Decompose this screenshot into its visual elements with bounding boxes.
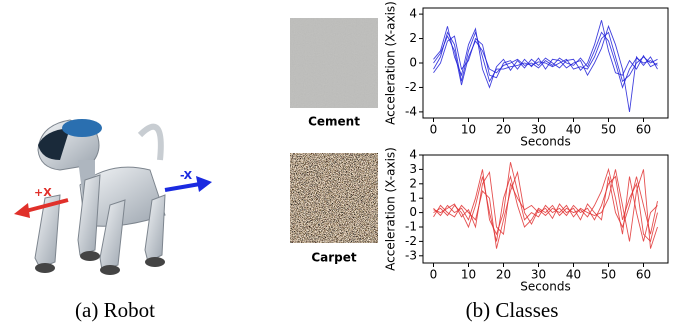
class-label: Carpet	[311, 251, 357, 265]
y-tick-label: -1	[405, 220, 417, 234]
x-tick-label: 40	[566, 268, 581, 282]
x-tick-label: 50	[601, 268, 616, 282]
x-tick-label: 40	[566, 123, 581, 137]
y-tick-label: 0	[409, 205, 417, 219]
plot-frame	[422, 154, 669, 264]
data-line	[433, 170, 658, 236]
y-tick-label: -2	[405, 234, 417, 248]
y-tick-label: 2	[409, 31, 417, 45]
caption: (b) Classes	[466, 298, 559, 322]
x-axis-title: Seconds	[520, 280, 570, 294]
robot	[14, 119, 212, 275]
x-axis-title: Seconds	[520, 135, 570, 149]
x-tick-label: 20	[496, 268, 511, 282]
data-line	[433, 31, 658, 89]
y-tick-label: 4	[409, 7, 417, 21]
x-tick-label: 30	[531, 268, 546, 282]
y-tick-label: -3	[405, 248, 417, 262]
x-tick-label: 60	[636, 268, 651, 282]
y-tick-label: -2	[405, 80, 417, 94]
x-tick-label: 10	[461, 123, 476, 137]
data-line	[433, 24, 658, 112]
axis-label: -X	[180, 169, 193, 182]
y-tick-label: 0	[409, 56, 417, 70]
y-tick-label: 2	[409, 176, 417, 190]
data-line	[433, 162, 658, 243]
y-axis-title: Acceleration (X-axis)	[384, 147, 398, 271]
x-tick-label: 20	[496, 123, 511, 137]
x-tick-label: 30	[531, 123, 546, 137]
carpet-noise	[290, 153, 378, 243]
data-line	[433, 30, 658, 83]
x-tick-label: 50	[601, 123, 616, 137]
x-tick-label: 10	[461, 268, 476, 282]
x-tick-label: 0	[430, 123, 438, 137]
x-tick-label: 60	[636, 123, 651, 137]
data-line	[433, 20, 658, 89]
axis-label: +X	[34, 186, 52, 199]
y-tick-label: -4	[405, 104, 417, 118]
cement-noise	[290, 18, 378, 108]
x-tick-label: 0	[430, 268, 438, 282]
y-tick-label: 4	[409, 148, 417, 162]
y-axis-title: Acceleration (X-axis)	[384, 1, 398, 125]
y-tick-label: 3	[409, 162, 417, 176]
caption: (a) Robot	[75, 298, 155, 322]
y-tick-label: 1	[409, 191, 417, 205]
class-label: Cement	[308, 115, 360, 129]
